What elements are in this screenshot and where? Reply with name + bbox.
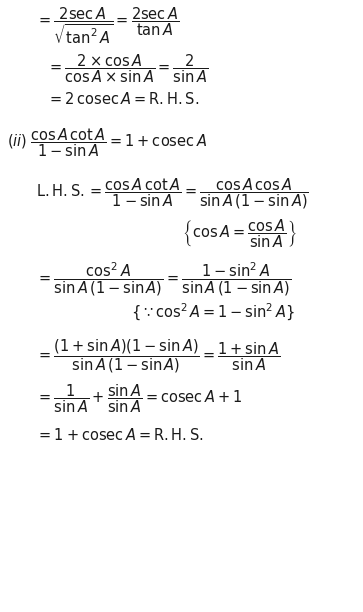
Text: $= \dfrac{1}{\sin A} + \dfrac{\sin A}{\sin A} = \mathrm{cosec}\,A + 1$: $= \dfrac{1}{\sin A} + \dfrac{\sin A}{\s…	[36, 382, 242, 416]
Text: $= 2\,\mathrm{cosec}\,A = \mathrm{R.H.S.}$: $= 2\,\mathrm{cosec}\,A = \mathrm{R.H.S.…	[47, 91, 199, 107]
Text: $\mathrm{L.H.S.} = \dfrac{\cos A\,\cot A}{1 - \sin A} = \dfrac{\cos A\,\cos A}{\: $\mathrm{L.H.S.} = \dfrac{\cos A\,\cot A…	[36, 176, 309, 211]
Text: $= \dfrac{\cos^2 A}{\sin A\,(1-\sin A)} = \dfrac{1-\sin^2 A}{\sin A\,(1-\sin A)}: $= \dfrac{\cos^2 A}{\sin A\,(1-\sin A)} …	[36, 261, 291, 298]
Text: $(ii)\;\dfrac{\cos A\,\cot A}{1 - \sin A} = 1 + \mathrm{cosec}\,A$: $(ii)\;\dfrac{\cos A\,\cot A}{1 - \sin A…	[7, 127, 207, 160]
Text: $= \dfrac{(1+\sin A)(1-\sin A)}{\sin A\,(1-\sin A)} = \dfrac{1+\sin A}{\sin A}$: $= \dfrac{(1+\sin A)(1-\sin A)}{\sin A\,…	[36, 337, 281, 375]
Text: $\left\{\cos A = \dfrac{\cos A}{\sin A}\right\}$: $\left\{\cos A = \dfrac{\cos A}{\sin A}\…	[182, 217, 296, 250]
Text: $\{\because \cos^2 A = 1 - \sin^2 A\}$: $\{\because \cos^2 A = 1 - \sin^2 A\}$	[131, 302, 294, 323]
Text: $= 1 + \mathrm{cosec}\,A = \mathrm{R.H.S.}$: $= 1 + \mathrm{cosec}\,A = \mathrm{R.H.S…	[36, 427, 204, 442]
Text: $= \dfrac{2 \times \cos A}{\cos A \times \sin A} = \dfrac{2}{\sin A}$: $= \dfrac{2 \times \cos A}{\cos A \times…	[47, 52, 208, 85]
Text: $= \dfrac{2\sec A}{\sqrt{\tan^2 A}} = \dfrac{2\sec A}{\tan A}$: $= \dfrac{2\sec A}{\sqrt{\tan^2 A}} = \d…	[36, 6, 180, 46]
